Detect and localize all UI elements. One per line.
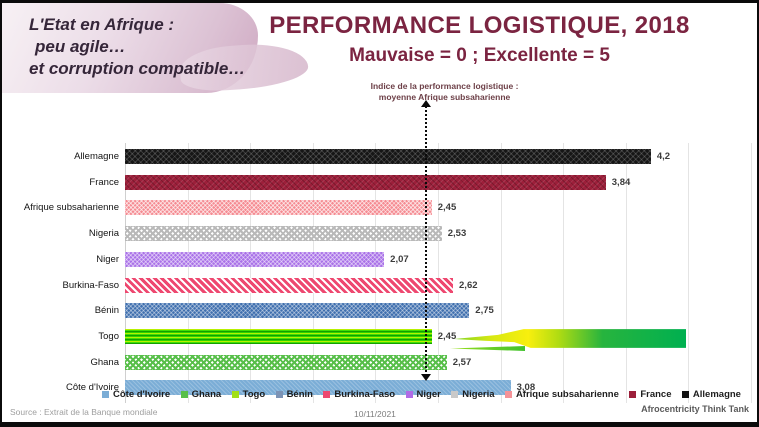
legend-item: Niger [405, 389, 441, 400]
legend-item: Afrique subsaharienne [504, 389, 619, 400]
category-label: Burkina-Faso [62, 279, 120, 291]
value-label: 2,53 [447, 228, 467, 240]
bar-niger [125, 251, 385, 267]
bar-c-te-d-ivoire [125, 380, 511, 396]
value-label: 2,07 [390, 253, 409, 265]
value-label: 2,45 [437, 330, 457, 342]
value-label: 3,08 [516, 382, 536, 394]
legend-item: Bénin [275, 389, 313, 400]
legend-marker-icon [231, 391, 239, 398]
reference-arrowhead-down-icon [421, 374, 431, 381]
legend-label: Côte d'Ivoire [113, 389, 171, 400]
category-label: Togo [98, 330, 119, 342]
category-label: Côte d'Ivoire [65, 382, 119, 394]
footer-date: 10/11/2021 [354, 409, 396, 419]
gridline [563, 143, 565, 403]
category-label: Bénin [94, 305, 119, 317]
value-label: 2,75 [475, 305, 494, 317]
reference-annotation-line-2: moyenne Afrique subsaharienne [378, 92, 511, 103]
legend-label: Burkina-Faso [334, 389, 396, 400]
legend-label: Niger [416, 389, 441, 400]
legend-label: Togo [242, 389, 266, 400]
legend-label: Nigeria [462, 389, 495, 400]
reference-annotation: Indice de la performance logistique : mo… [342, 81, 547, 103]
category-label: Afrique subsaharienne [23, 202, 119, 214]
legend-marker-icon [504, 391, 512, 398]
gridline [187, 143, 189, 403]
legend-item: France [629, 389, 671, 400]
gridline [500, 143, 502, 403]
bar-france [125, 174, 606, 190]
legend-marker-icon [102, 391, 109, 398]
value-label: 2,57 [452, 356, 472, 368]
legend-label: Afrique subsaharienne [515, 389, 619, 400]
category-label: Niger [96, 253, 119, 265]
gridline [375, 143, 377, 403]
legend-marker-icon [180, 391, 188, 398]
bar-ghana [125, 354, 447, 370]
legend-marker-icon [451, 391, 459, 398]
bar-burkina-faso [125, 277, 454, 293]
value-label: 2,45 [437, 202, 457, 214]
title-block: PERFORMANCE LOGISTIQUE, 2018 Mauvaise = … [227, 12, 732, 67]
legend-label: Bénin [286, 389, 313, 400]
category-label: France [89, 176, 119, 188]
gridline [688, 143, 690, 403]
reference-annotation-line-1: Indice de la performance logistique : [370, 81, 519, 91]
bar-nigeria [125, 226, 442, 242]
gridline [125, 143, 126, 403]
legend-label: Ghana [191, 389, 222, 400]
value-label: 3,84 [611, 176, 631, 188]
gridline [625, 143, 627, 403]
legend-marker-icon [629, 391, 637, 398]
tagline-line-3: et corruption compatible… [29, 59, 246, 78]
bar-allemagne [125, 149, 651, 164]
footer-credit: Afrocentricity Think Tank [641, 404, 749, 414]
tagline-line-2: peu agile… [35, 37, 126, 56]
legend-label: France [640, 389, 672, 400]
bar-togo [125, 328, 432, 344]
gridline [312, 143, 314, 403]
bar-b-nin [125, 303, 470, 319]
legend-marker-icon [323, 391, 331, 398]
category-label: Allemagne [74, 151, 119, 162]
slide-title: PERFORMANCE LOGISTIQUE, 2018 [269, 12, 690, 39]
tagline-line-1: L'Etat en Afrique : [29, 15, 175, 34]
legend-item: Ghana [180, 389, 222, 400]
legend-item: Allemagne [681, 389, 741, 400]
reference-arrowhead-up-icon [421, 100, 431, 107]
legend-item: Côte d'Ivoire [102, 389, 170, 400]
gridline [751, 143, 752, 403]
legend-item: Togo [231, 389, 266, 400]
legend-marker-icon [275, 391, 283, 398]
legend-item: Burkina-Faso [323, 389, 395, 400]
category-label: Ghana [90, 356, 119, 368]
legend-marker-icon [681, 391, 689, 398]
chart-legend: Côte d'Ivoire Ghana Togo Bénin Burkina-Faso N… [102, 387, 741, 402]
togo-highlight-arrow-spike-icon [450, 346, 525, 351]
legend-item: Nigeria [451, 389, 495, 400]
legend-label: Allemagne [692, 389, 741, 400]
value-label: 2,62 [459, 279, 478, 291]
value-label: 4,2 [656, 151, 671, 162]
reference-dotted-line [425, 106, 427, 376]
gridline [250, 143, 252, 403]
footer-source: Source : Extrait de la Banque mondiale [10, 407, 158, 417]
legend-marker-icon [405, 391, 413, 398]
bar-afrique-subsaharienne [125, 200, 432, 216]
slide-subtitle: Mauvaise = 0 ; Excellente = 5 [349, 45, 610, 66]
togo-highlight-arrow-icon [454, 329, 686, 348]
gridline [438, 143, 439, 403]
category-label: Nigeria [88, 228, 119, 240]
